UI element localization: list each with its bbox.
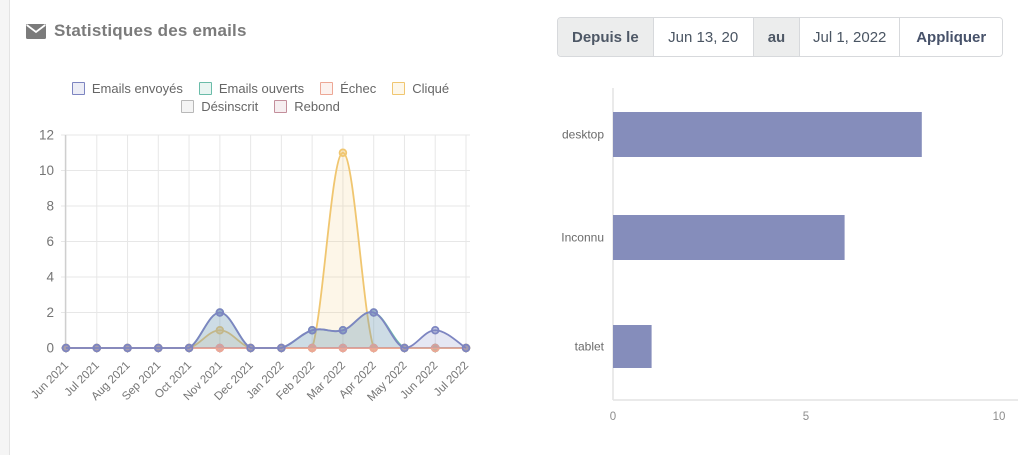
bar-chart-body: desktop Inconnu tablet 0 5 10 xyxy=(561,88,1018,423)
svg-text:0: 0 xyxy=(610,411,616,423)
legend-item-2[interactable]: Emails ouverts xyxy=(198,81,305,96)
series-Emails envoyés xyxy=(61,308,471,353)
date-range-filter: Depuis le au Appliquer xyxy=(557,17,1004,57)
svg-text:5: 5 xyxy=(803,411,809,423)
legend-swatch xyxy=(181,100,195,113)
legend-item-6[interactable]: Rebond xyxy=(274,99,340,114)
legend-swatch xyxy=(274,100,288,113)
series-Cliqué xyxy=(61,148,471,353)
legend-row: Emails envoyés Emails ouverts Échec Cliqué xyxy=(71,81,449,96)
chart-legend: Emails envoyés Emails ouverts Échec Cliqué D… xyxy=(38,81,483,114)
legend-label: Cliqué xyxy=(412,81,450,96)
svg-text:12: 12 xyxy=(39,128,54,143)
legend-swatch xyxy=(198,82,212,95)
svg-text:8: 8 xyxy=(46,199,54,214)
svg-text:desktop: desktop xyxy=(562,128,604,142)
panel-title: Statistiques des emails xyxy=(26,21,247,41)
device-bar-chart: desktop Inconnu tablet 0 5 10 xyxy=(561,88,1018,423)
to-date-input[interactable] xyxy=(799,18,900,56)
page-title: Statistiques des emails xyxy=(54,21,247,40)
legend-swatch xyxy=(392,82,406,95)
svg-text:tablet: tablet xyxy=(575,340,605,354)
legend-label: Rebond xyxy=(294,99,340,114)
from-date-label: Depuis le xyxy=(558,18,653,56)
svg-text:10: 10 xyxy=(39,163,54,178)
chart-grid xyxy=(61,134,470,353)
legend-item-1[interactable]: Emails envoyés xyxy=(71,81,183,96)
svg-text:0: 0 xyxy=(46,341,54,356)
svg-text:Jul 2022: Jul 2022 xyxy=(432,360,471,399)
envelope-icon xyxy=(26,23,46,39)
from-date-input[interactable] xyxy=(652,18,753,56)
svg-text:Jun 2021: Jun 2021 xyxy=(29,360,71,402)
svg-text:2: 2 xyxy=(46,305,54,320)
legend-row: Désinscrit Rebond xyxy=(181,99,340,114)
svg-text:6: 6 xyxy=(46,234,54,249)
legend-item-5[interactable]: Désinscrit xyxy=(181,99,258,114)
legend-label: Emails ouverts xyxy=(218,81,305,96)
legend-swatch xyxy=(71,82,85,95)
y-axis-labels: 0 2 4 6 8 10 12 xyxy=(39,128,55,356)
svg-text:10: 10 xyxy=(993,411,1006,423)
legend-swatch xyxy=(320,82,334,95)
legend-item-4[interactable]: Cliqué xyxy=(392,81,449,96)
svg-text:Inconnu: Inconnu xyxy=(561,231,604,245)
series-Emails ouverts xyxy=(61,308,471,353)
page-left-edge xyxy=(0,0,10,455)
legend-item-3[interactable]: Échec xyxy=(320,81,376,96)
apply-button[interactable]: Appliquer xyxy=(899,18,1003,56)
legend-label: Emails envoyés xyxy=(91,81,183,96)
to-date-label: au xyxy=(752,18,800,56)
legend-label: Échec xyxy=(340,81,377,96)
legend-label: Désinscrit xyxy=(201,99,259,114)
svg-text:4: 4 xyxy=(46,270,54,285)
